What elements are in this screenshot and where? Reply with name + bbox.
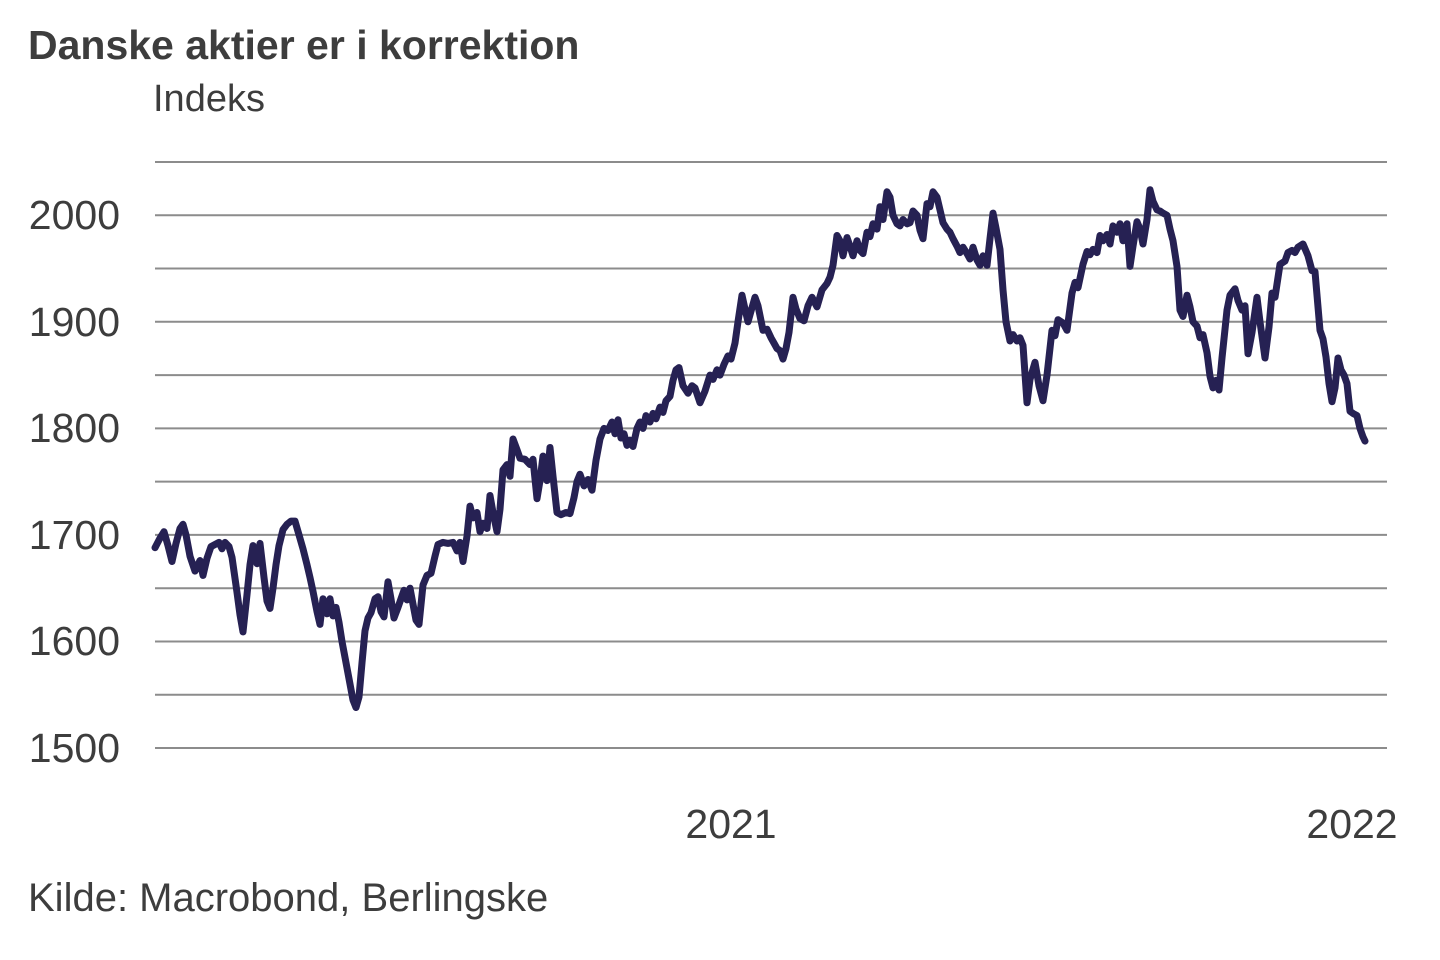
index-line-series <box>151 186 1369 711</box>
x-axis-tick-2021: 2021 <box>685 801 777 847</box>
y-axis-tick-label: 1900 <box>28 299 120 345</box>
y-axis-unit-label: Indeks <box>153 78 265 120</box>
y-axis-tick-label: 1700 <box>28 512 120 558</box>
y-axis-tick-label: 2000 <box>28 192 120 238</box>
chart-title: Danske aktier er i korrektion <box>28 22 580 68</box>
source-caption: Kilde: Macrobond, Berlingske <box>28 876 549 920</box>
x-axis-tick-2022: 2022 <box>1306 801 1398 847</box>
y-axis-tick-label: 1800 <box>28 405 120 451</box>
y-axis-tick-label: 1500 <box>28 725 120 771</box>
y-axis-tick-label: 1600 <box>28 618 120 664</box>
